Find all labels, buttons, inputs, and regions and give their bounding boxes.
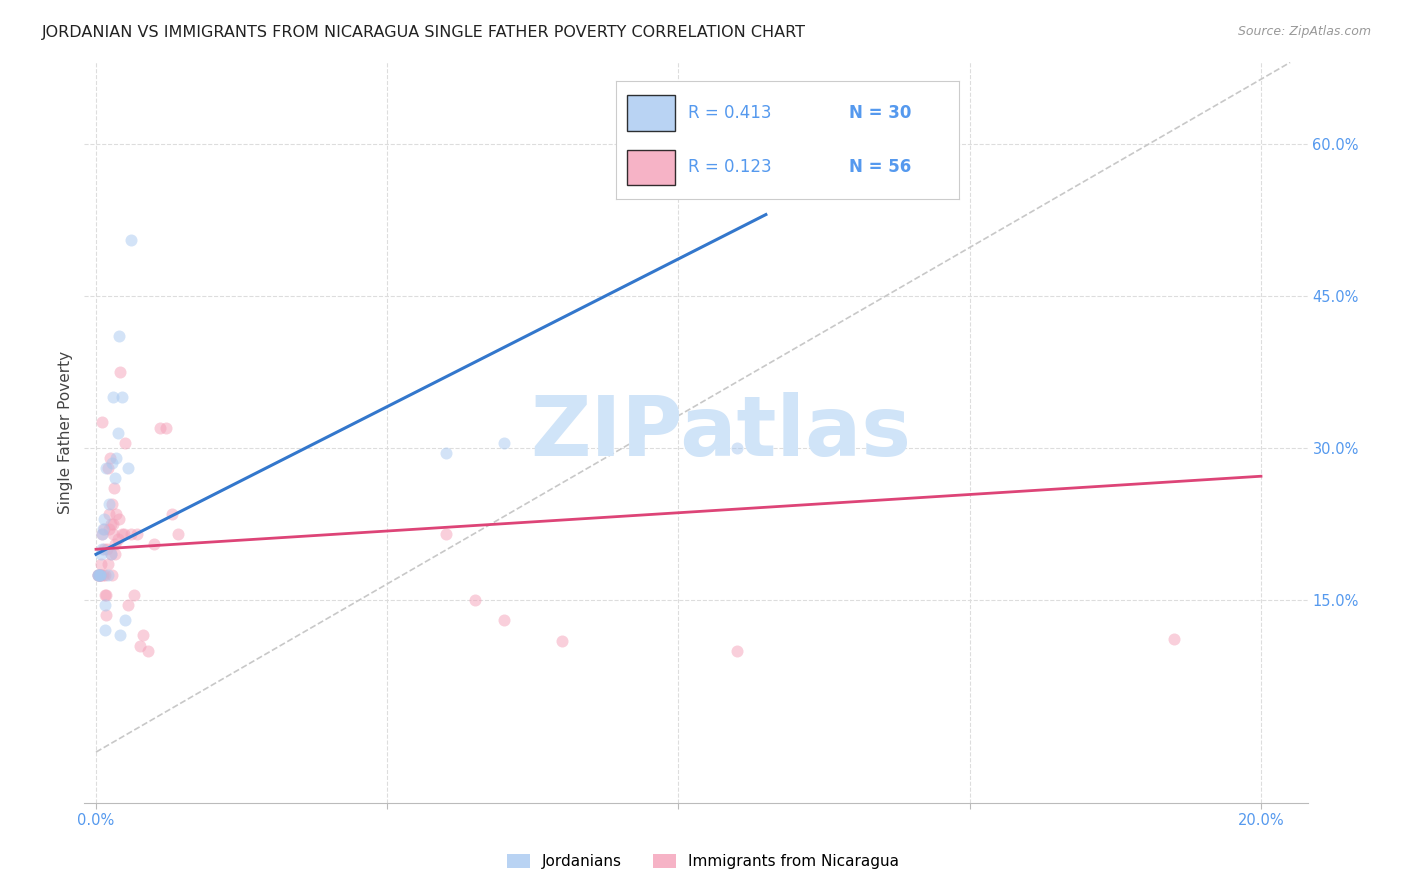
Point <box>110 365 132 379</box>
Point <box>114 435 136 450</box>
Point <box>138 643 160 657</box>
Point <box>103 482 125 496</box>
Point <box>725 441 748 455</box>
Text: Source: ZipAtlas.com: Source: ZipAtlas.com <box>1237 25 1371 38</box>
Point <box>98 450 121 465</box>
Point <box>117 461 139 475</box>
Point <box>166 527 188 541</box>
Point <box>155 420 177 434</box>
Point <box>97 558 120 572</box>
Point <box>112 527 135 541</box>
Text: JORDANIAN VS IMMIGRANTS FROM NICARAGUA SINGLE FATHER POVERTY CORRELATION CHART: JORDANIAN VS IMMIGRANTS FROM NICARAGUA S… <box>42 25 806 40</box>
Point <box>492 435 515 450</box>
Point <box>111 527 134 541</box>
Point <box>96 461 118 475</box>
Point <box>117 598 139 612</box>
Point <box>104 537 127 551</box>
Point <box>108 512 131 526</box>
Point <box>87 567 110 582</box>
Point <box>91 527 114 541</box>
Point <box>87 567 110 582</box>
Point <box>96 542 118 557</box>
Point <box>1163 632 1185 646</box>
Point <box>492 613 515 627</box>
Point <box>87 567 110 582</box>
Point <box>128 639 150 653</box>
Point <box>464 593 486 607</box>
Point <box>94 598 117 612</box>
Point <box>89 567 111 582</box>
Point <box>100 547 122 561</box>
Point <box>122 588 145 602</box>
Point <box>131 628 153 642</box>
Point <box>90 567 112 582</box>
Point <box>110 628 132 642</box>
Point <box>90 558 112 572</box>
Point <box>100 516 122 531</box>
Point <box>104 471 127 485</box>
Point <box>100 547 122 561</box>
Point <box>114 613 136 627</box>
Point <box>149 420 172 434</box>
Point <box>96 588 118 602</box>
Point <box>725 643 748 657</box>
Point <box>97 522 120 536</box>
Point <box>94 567 117 582</box>
Point <box>93 588 117 602</box>
Y-axis label: Single Father Poverty: Single Father Poverty <box>58 351 73 514</box>
Point <box>101 497 124 511</box>
Point <box>97 567 120 582</box>
Point <box>103 390 125 404</box>
Point <box>100 567 122 582</box>
Text: ZIPatlas: ZIPatlas <box>530 392 911 473</box>
Point <box>143 537 166 551</box>
Point <box>120 527 142 541</box>
Point <box>101 527 124 541</box>
Point <box>434 446 457 460</box>
Point <box>108 329 131 343</box>
Point <box>98 507 121 521</box>
Point <box>105 507 128 521</box>
Point <box>434 527 457 541</box>
Point <box>107 425 129 440</box>
Point <box>105 450 128 465</box>
Point <box>101 456 124 470</box>
Point <box>93 624 117 638</box>
Point <box>90 542 112 557</box>
Point <box>104 547 127 561</box>
Point <box>90 416 112 430</box>
Point <box>160 507 183 521</box>
Point <box>87 567 110 582</box>
Point <box>93 542 115 557</box>
Point <box>103 516 125 531</box>
Point <box>89 567 111 582</box>
Point <box>89 567 111 582</box>
Point <box>107 532 129 546</box>
Point <box>111 390 134 404</box>
Legend: Jordanians, Immigrants from Nicaragua: Jordanians, Immigrants from Nicaragua <box>501 848 905 875</box>
Point <box>125 527 148 541</box>
Point <box>93 522 115 536</box>
Point <box>87 567 110 582</box>
Point <box>87 567 110 582</box>
Point <box>91 567 114 582</box>
Point <box>97 497 120 511</box>
Point <box>120 233 142 247</box>
Point <box>89 567 111 582</box>
Point <box>91 527 114 541</box>
Point <box>91 522 114 536</box>
Point <box>97 461 120 475</box>
Point <box>93 512 115 526</box>
Point <box>94 608 117 623</box>
Point <box>551 633 574 648</box>
Point <box>90 547 112 561</box>
